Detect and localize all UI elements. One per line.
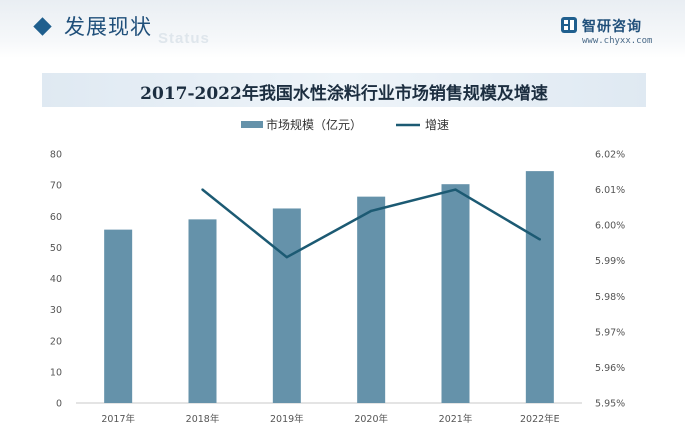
x-tick-label: 2017年 <box>101 413 135 425</box>
brand-logo-icon <box>561 17 577 33</box>
y-left-tick-label: 60 <box>50 212 62 223</box>
bar <box>357 196 386 403</box>
x-tick-label: 2020年 <box>354 413 388 425</box>
section-title: 发展现状 <box>64 15 152 39</box>
x-tick-label: 2018年 <box>186 413 220 425</box>
legend-bar-label: 市场规模（亿元） <box>266 117 362 132</box>
legend-line-label: 增速 <box>425 118 449 132</box>
growth-point <box>454 188 457 191</box>
chart: 市场规模（亿元） 增速 0 10 20 30 40 50 60 70 80 5.95% 5.96% 5.9… <box>50 117 625 425</box>
y-right-tick-label: 6.01% <box>595 185 625 196</box>
growth-point <box>201 188 204 191</box>
y-right-tick-label: 5.95% <box>595 399 625 410</box>
x-tick-label: 2021年 <box>439 413 473 425</box>
brand-name: 智研咨询 <box>582 19 642 35</box>
brand: 智研咨询 www.chyxx.com <box>560 14 660 48</box>
growth-point <box>369 209 373 213</box>
chart-title: 2017-2022年我国水性涂料行业市场销售规模及增速 <box>140 84 548 104</box>
bar <box>188 219 217 403</box>
bar <box>525 171 554 403</box>
brand-url: www.chyxx.com <box>582 36 653 46</box>
y-left-tick-label: 10 <box>50 367 62 378</box>
y-left-tick-label: 80 <box>50 150 62 161</box>
growth-point <box>285 255 289 259</box>
x-tick-label: 2019年 <box>270 413 304 425</box>
y-left-tick-label: 20 <box>50 336 62 347</box>
y-right-tick-label: 5.96% <box>595 363 625 374</box>
x-tick-label: 2022年E <box>520 413 560 425</box>
y-right-tick-label: 6.00% <box>595 221 625 232</box>
bar <box>104 229 133 403</box>
y-left-tick-label: 50 <box>50 243 62 254</box>
legend-bar-swatch <box>241 121 263 128</box>
y-left-tick-label: 0 <box>56 399 62 410</box>
bar <box>272 208 301 403</box>
bar <box>441 184 470 403</box>
y-left-tick-label: 30 <box>50 305 62 316</box>
y-right-tick-label: 6.02% <box>595 150 625 161</box>
y-right-tick-label: 5.97% <box>595 327 625 338</box>
chart-title-banner: 2017-2022年我国水性涂料行业市场销售规模及增速 <box>42 73 646 107</box>
y-right-tick-label: 5.99% <box>595 256 625 267</box>
section-subtitle: Status <box>158 30 210 47</box>
y-left-tick-label: 40 <box>50 274 62 285</box>
growth-point <box>538 238 542 241</box>
y-left-tick-label: 70 <box>50 181 62 192</box>
y-right-tick-label: 5.98% <box>595 292 625 303</box>
